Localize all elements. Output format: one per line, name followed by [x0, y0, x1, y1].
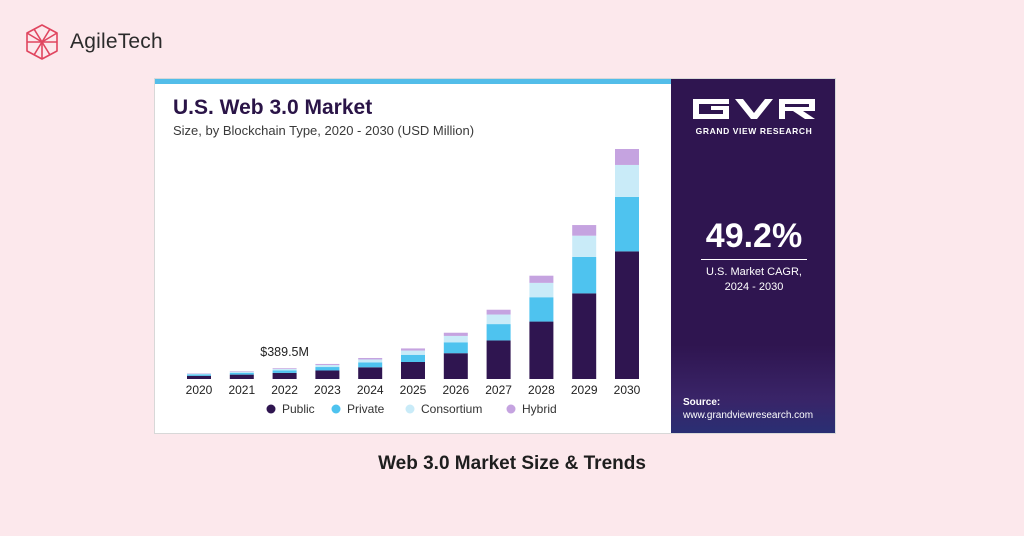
- gvr-logo-text: GRAND VIEW RESEARCH: [695, 126, 813, 136]
- legend-label-private: Private: [347, 402, 385, 416]
- x-tick-label-2026: 2026: [442, 383, 469, 397]
- source-label: Source:: [683, 397, 721, 408]
- brand-name-tech: Tech: [117, 30, 163, 53]
- legend-swatch-private: [331, 404, 341, 414]
- bar-consortium-2030: [615, 164, 639, 197]
- bar-public-2021: [229, 374, 254, 379]
- agiletech-logo-icon: [26, 24, 58, 60]
- source-url: www.grandviewresearch.com: [683, 410, 814, 421]
- x-tick-label-2024: 2024: [357, 383, 384, 397]
- bar-public-2026: [443, 353, 468, 379]
- bar-consortium-2024: [358, 359, 383, 363]
- figure-caption: Web 3.0 Market Size & Trends: [378, 453, 646, 474]
- x-tick-label-2028: 2028: [528, 383, 555, 397]
- bar-hybrid-2025: [401, 348, 425, 351]
- bar-public-2028: [529, 321, 554, 379]
- legend-swatch-consortium: [405, 404, 415, 414]
- bar-private-2021: [229, 372, 254, 375]
- bar-public-2024: [358, 367, 383, 379]
- legend-swatch-public: [266, 404, 276, 414]
- bar-consortium-2028: [529, 282, 554, 298]
- brand-name: AgileTech: [70, 30, 163, 54]
- brand-name-agile: Agile: [70, 30, 118, 53]
- bar-public-2023: [315, 370, 340, 379]
- chart-card: U.S. Web 3.0 Market Size, by Blockchain …: [154, 78, 836, 434]
- bar-hybrid-2027: [486, 309, 511, 315]
- cagr-divider: [701, 259, 807, 260]
- bar-consortium-2027: [486, 314, 511, 325]
- bar-private-2026: [443, 342, 468, 354]
- x-tick-label-2022: 2022: [271, 383, 298, 397]
- x-tick-label-2025: 2025: [400, 383, 427, 397]
- bar-consortium-2022: [272, 368, 297, 371]
- bar-public-2025: [401, 361, 425, 379]
- bar-hybrid-2024: [358, 357, 383, 360]
- legend-label-hybrid: Hybrid: [522, 402, 557, 416]
- data-label-2022: $389.5M: [260, 345, 309, 359]
- stacked-bar-chart: 2020 2021 2022 $389.5M 2023 2024 2025 2026 2027 2…: [186, 149, 641, 416]
- bar-private-2028: [529, 297, 554, 322]
- bar-public-2027: [486, 340, 511, 379]
- x-tick-label-2027: 2027: [485, 383, 512, 397]
- legend-swatch-hybrid: [506, 404, 516, 414]
- chart-subtitle: Size, by Blockchain Type, 2020 - 2030 (U…: [173, 123, 475, 138]
- cagr-label-line1: U.S. Market CAGR,: [706, 266, 802, 278]
- x-tick-label-2021: 2021: [228, 383, 255, 397]
- legend-label-public: Public: [282, 402, 315, 416]
- bar-consortium-2023: [315, 364, 340, 368]
- gvr-logo-icon: [693, 99, 815, 119]
- x-tick-label-2029: 2029: [571, 383, 598, 397]
- bar-consortium-2029: [572, 235, 597, 257]
- bar-consortium-2021: [229, 371, 254, 373]
- chart-title: U.S. Web 3.0 Market: [173, 96, 373, 119]
- bar-private-2030: [615, 196, 639, 252]
- bar-hybrid-2030: [615, 149, 639, 165]
- bar-private-2029: [572, 256, 597, 294]
- brand: AgileTech: [22, 22, 163, 62]
- bar-private-2024: [358, 362, 383, 368]
- bar-public-2022: [272, 372, 297, 379]
- legend-label-consortium: Consortium: [421, 402, 482, 416]
- bar-hybrid-2023: [315, 363, 340, 365]
- bar-public-2020: [187, 375, 211, 379]
- bar-consortium-2026: [443, 335, 468, 343]
- panel-wave-decoration: [671, 345, 835, 433]
- bar-private-2023: [315, 367, 340, 371]
- bar-hybrid-2022: [272, 368, 297, 369]
- card-top-accent: [155, 79, 671, 84]
- bar-consortium-2025: [401, 350, 425, 355]
- bar-public-2029: [572, 293, 597, 379]
- bar-hybrid-2021: [229, 371, 254, 372]
- bar-consortium-2020: [187, 373, 211, 375]
- x-tick-label-2030: 2030: [614, 383, 641, 397]
- bar-hybrid-2026: [443, 332, 468, 336]
- bar-hybrid-2028: [529, 275, 554, 283]
- x-tick-label-2023: 2023: [314, 383, 341, 397]
- cagr-label-line2: 2024 - 2030: [724, 281, 784, 293]
- cagr-value: 49.2%: [705, 217, 803, 255]
- bar-hybrid-2029: [572, 225, 597, 236]
- bar-private-2027: [486, 324, 511, 341]
- side-panel: GRAND VIEW RESEARCH 49.2% U.S. Market CA…: [671, 79, 835, 433]
- bar-private-2022: [272, 370, 297, 373]
- bar-public-2030: [615, 251, 639, 379]
- cagr-label: U.S. Market CAGR, 2024 - 2030: [671, 265, 835, 295]
- bar-private-2025: [401, 354, 425, 362]
- x-tick-label-2020: 2020: [186, 383, 213, 397]
- bar-private-2020: [187, 374, 211, 376]
